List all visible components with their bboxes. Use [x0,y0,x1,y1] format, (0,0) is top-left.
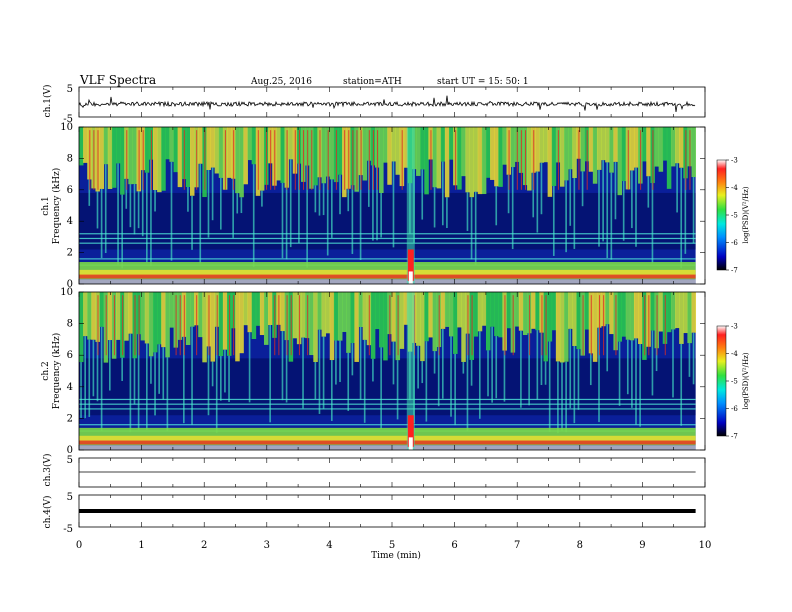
x-tick-1: 1 [138,540,144,551]
ch1-spec-ytick-8: 8 [67,153,73,164]
chart-start-time: start UT = 15: 50: 1 [437,77,529,87]
colorbar-ch1-tick--7: -7 [731,267,738,275]
spectrogram-ch1 [79,127,697,284]
ch2-spec-ytick-4: 4 [67,382,73,393]
x-tick-8: 8 [577,540,583,551]
colorbar-ch1-tick--4: -4 [731,184,738,192]
ch2-spec-ytick-8: 8 [67,319,73,330]
ch4-wave-ytick-5: 5 [67,492,73,503]
colorbar-ch2-tick--6: -6 [731,405,738,413]
frame-layer [78,86,706,528]
x-tick-6: 6 [451,540,457,551]
chart-title: VLF Spectra [79,73,156,87]
x-tick-3: 3 [264,540,270,551]
colorbar-ch2-tick--5: -5 [731,378,738,386]
waveform-layer [78,95,696,513]
ch3-wave-ylabel: ch.3(V) [42,454,53,487]
x-tick-labels: 0 1 2 3 4 5 6 7 8 9 10 [76,540,712,551]
ch1-wave-ylabel: ch.1(V) [42,85,53,118]
colorbar-ch2-tick--4: -4 [731,350,738,358]
ch1-spec-ylabel2: Frequency (kHz) [51,168,62,245]
ch1-spec-ytick-2: 2 [67,248,73,259]
ch2-spec-ytick-6: 6 [67,350,73,361]
spectrogram-ch2 [79,292,697,450]
x-tick-2: 2 [201,540,207,551]
x-tick-4: 4 [326,540,332,551]
colorbar-ch2 [716,325,727,437]
colorbar-ch1-tick--5: -5 [731,212,738,220]
ch1-spec-ytick-10: 10 [60,122,73,133]
colorbar-ch2-tick--7: -7 [731,433,738,441]
ch2-spec-ytick-10: 10 [60,287,73,298]
spectrogram-layer [79,127,697,450]
x-tick-7: 7 [514,540,520,551]
ch2-spec-ylabel: ch.2 [41,361,51,380]
x-axis-label: Time (min) [371,550,421,561]
ch1-waveform-trace [78,95,696,112]
ch1-spec-ytick-0: 0 [67,279,73,290]
ch4-wave-ytick--5: -5 [63,524,73,535]
ch1-wave-ytick-5: 5 [67,84,73,95]
colorbar-ch1-tick--3: -3 [731,157,738,165]
ch2-spec-ytick-0: 0 [67,445,73,456]
x-tick-10: 10 [699,540,712,551]
ch1-spec-ytick-4: 4 [67,216,73,227]
ch1-wave-ytick--5: -5 [63,114,73,125]
ch2-spec-ylabel2: Frequency (kHz) [51,333,62,410]
ch1-spec-ytick-6: 6 [67,185,73,196]
colorbar-ch1 [716,159,727,271]
chart-station: station=ATH [343,77,402,87]
x-tick-5: 5 [389,540,395,551]
ch1-spec-ylabel: ch.1 [41,196,51,215]
colorbar-ch1-label: log(PSD)(V²/Hz) [742,186,750,243]
x-tick-0: 0 [76,540,82,551]
colorbar-ticks: -3 -4 -5 -6 -7 -3 -4 -5 -6 -7 [726,157,738,441]
ch3-wave-ytick-5: 5 [67,455,73,466]
colorbar-ch1-tick--6: -6 [731,239,738,247]
ch2-spec-ytick-2: 2 [67,413,73,424]
colorbar-ch2-label: log(PSD)(V²/Hz) [742,352,750,409]
colorbar-ch2-tick--3: -3 [731,323,738,331]
x-tick-9: 9 [639,540,645,551]
chart-date: Aug.25, 2016 [250,77,312,87]
ch4-wave-ylabel: ch.4(V) [42,496,53,529]
